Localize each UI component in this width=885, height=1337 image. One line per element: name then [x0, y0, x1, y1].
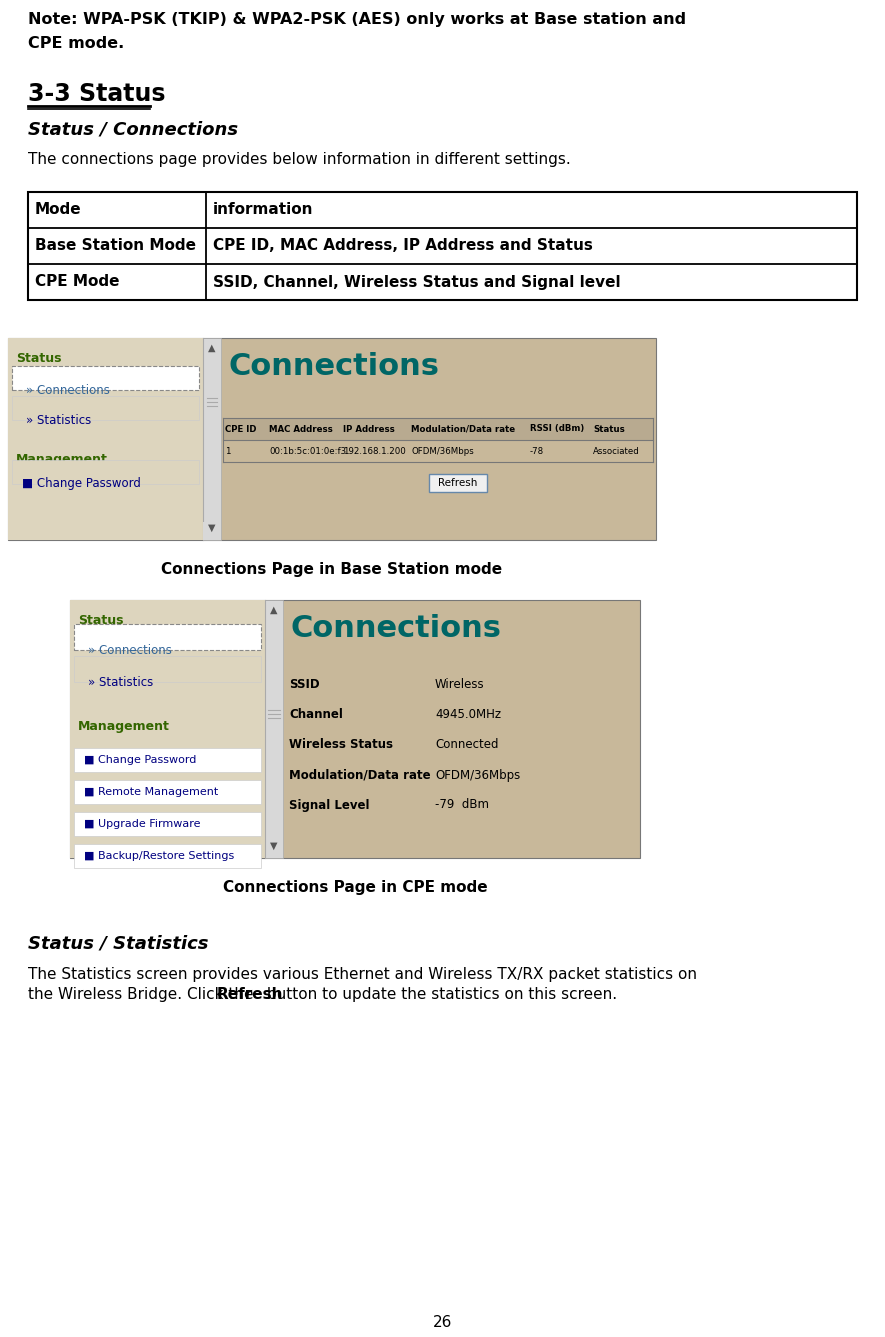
Text: information: information [213, 202, 313, 218]
Text: Associated: Associated [593, 447, 640, 456]
Text: IP Address: IP Address [343, 425, 395, 433]
Text: the Wireless Bridge. Click the: the Wireless Bridge. Click the [28, 987, 258, 1001]
Bar [287, 701, 636, 730]
Text: Status / Connections: Status / Connections [28, 120, 238, 138]
Bar [287, 790, 636, 820]
Text: ▼: ▼ [208, 523, 216, 533]
Text: MAC Address: MAC Address [269, 425, 333, 433]
Text: ▼: ▼ [270, 841, 278, 850]
Text: -78: -78 [530, 447, 544, 456]
Text: Connections Page in Base Station mode: Connections Page in Base Station mode [161, 562, 503, 578]
Text: Status / Statistics: Status / Statistics [28, 935, 209, 953]
Bar [223, 440, 653, 463]
Text: CPE Mode: CPE Mode [35, 274, 119, 290]
Text: ▲: ▲ [208, 344, 216, 353]
Text: OFDM/36Mbps: OFDM/36Mbps [411, 447, 473, 456]
Text: Connections: Connections [291, 614, 502, 643]
Text: Base Station Mode: Base Station Mode [35, 238, 196, 254]
Text: ■ Backup/Restore Settings: ■ Backup/Restore Settings [84, 850, 235, 861]
Bar [70, 600, 640, 858]
Bar [287, 730, 636, 759]
Bar [203, 521, 221, 540]
Text: Wireless: Wireless [435, 678, 485, 691]
Text: Wireless Status: Wireless Status [289, 738, 393, 751]
Text: ■ Change Password: ■ Change Password [84, 755, 196, 765]
Bar [70, 600, 265, 858]
Bar [74, 747, 261, 771]
Text: Status: Status [78, 614, 124, 627]
Bar [8, 338, 656, 540]
Text: 3-3 Status: 3-3 Status [28, 82, 165, 106]
Text: ■ Change Password: ■ Change Password [22, 477, 141, 491]
Text: Status: Status [593, 425, 625, 433]
Text: CPE ID: CPE ID [225, 425, 257, 433]
Bar [74, 624, 261, 650]
Bar [223, 418, 653, 440]
Text: Management: Management [78, 721, 170, 733]
Text: Modulation/Data rate: Modulation/Data rate [411, 425, 515, 433]
Text: Connections: Connections [229, 352, 440, 381]
Text: 26: 26 [433, 1316, 452, 1330]
Text: 1: 1 [225, 447, 230, 456]
Bar [429, 475, 487, 492]
Text: SSID: SSID [289, 678, 319, 691]
Bar [12, 396, 199, 420]
Bar [74, 844, 261, 868]
Text: SSID, Channel, Wireless Status and Signal level: SSID, Channel, Wireless Status and Signa… [213, 274, 620, 290]
Text: Modulation/Data rate: Modulation/Data rate [289, 769, 431, 782]
Bar [265, 600, 283, 858]
Text: ■ Upgrade Firmware: ■ Upgrade Firmware [84, 820, 201, 829]
Text: Refresh: Refresh [217, 987, 283, 1001]
Text: ■ Remote Management: ■ Remote Management [84, 787, 219, 797]
Bar [8, 338, 203, 540]
Bar [287, 759, 636, 790]
Text: Management: Management [16, 453, 108, 467]
Text: » Statistics: » Statistics [88, 675, 153, 689]
Text: Signal Level: Signal Level [289, 798, 370, 812]
Bar [287, 670, 636, 701]
Text: 192.168.1.200: 192.168.1.200 [343, 447, 405, 456]
Text: Channel: Channel [289, 709, 342, 722]
Text: CPE mode.: CPE mode. [28, 36, 124, 51]
Text: » Statistics: » Statistics [26, 413, 91, 427]
Text: Connections Page in CPE mode: Connections Page in CPE mode [223, 880, 488, 894]
Text: button to update the statistics on this screen.: button to update the statistics on this … [263, 987, 618, 1001]
Bar [74, 656, 261, 682]
Text: ▲: ▲ [270, 606, 278, 615]
Bar [74, 779, 261, 804]
Bar [28, 193, 857, 299]
Text: The connections page provides below information in different settings.: The connections page provides below info… [28, 152, 571, 167]
Bar [12, 460, 199, 484]
Text: Mode: Mode [35, 202, 81, 218]
Text: CPE ID, MAC Address, IP Address and Status: CPE ID, MAC Address, IP Address and Stat… [213, 238, 593, 254]
Text: 4945.0MHz: 4945.0MHz [435, 709, 501, 722]
Text: » Connections: » Connections [88, 643, 172, 656]
Text: The Statistics screen provides various Ethernet and Wireless TX/RX packet statis: The Statistics screen provides various E… [28, 967, 697, 981]
Text: Connected: Connected [435, 738, 498, 751]
Bar [74, 812, 261, 836]
Text: Note: WPA-PSK (TKIP) & WPA2-PSK (AES) only works at Base station and: Note: WPA-PSK (TKIP) & WPA2-PSK (AES) on… [28, 12, 686, 27]
Text: OFDM/36Mbps: OFDM/36Mbps [435, 769, 520, 782]
Bar [203, 338, 221, 540]
Text: Status: Status [16, 352, 61, 365]
Text: » Connections: » Connections [26, 384, 110, 397]
Text: -79  dBm: -79 dBm [435, 798, 489, 812]
Text: Refresh: Refresh [438, 479, 478, 488]
Text: RSSI (dBm): RSSI (dBm) [530, 425, 584, 433]
Text: 00:1b:5c:01:0e:f3: 00:1b:5c:01:0e:f3 [269, 447, 346, 456]
Bar [12, 366, 199, 390]
